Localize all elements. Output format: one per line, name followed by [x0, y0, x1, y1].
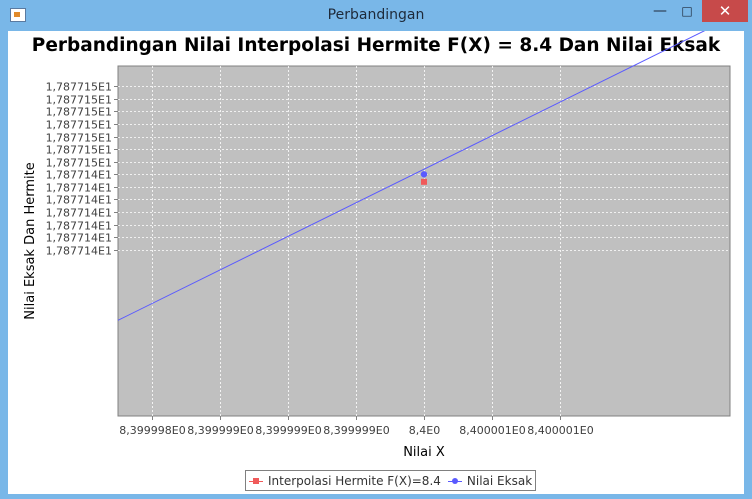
y-tick-label: 1,787714E1 [46, 194, 112, 207]
window-border-right [744, 31, 752, 499]
minimize-button[interactable]: — [653, 3, 667, 19]
x-tick-label: 8,4E0 [409, 424, 440, 437]
window-title: Perbandingan [327, 7, 425, 23]
y-tick-label: 1,787715E1 [46, 132, 112, 145]
legend-item-hermite: Interpolasi Hermite F(X)=8.4 [249, 474, 441, 488]
title-bar[interactable]: Perbandingan — □ ✕ [0, 0, 752, 31]
x-tick-label: 8,399999E0 [323, 424, 389, 437]
close-button[interactable]: ✕ [702, 0, 748, 22]
y-tick-label: 1,787714E1 [46, 169, 112, 182]
y-tick-label: 1,787714E1 [46, 220, 112, 233]
y-tick-label: 1,787714E1 [46, 245, 112, 258]
y-tick-label: 1,787714E1 [46, 232, 112, 245]
chart-panel: Perbandingan Nilai Interpolasi Hermite F… [8, 31, 744, 494]
x-tick-label: 8,400001E0 [527, 424, 593, 437]
y-tick-label: 1,787715E1 [46, 94, 112, 107]
maximize-button[interactable]: □ [681, 4, 693, 18]
y-tick-label: 1,787715E1 [46, 157, 112, 170]
x-tick-label: 8,399999E0 [255, 424, 321, 437]
x-tick-label: 8,399999E0 [187, 424, 253, 437]
y-tick-label: 1,787715E1 [46, 106, 112, 119]
y-tick-label: 1,787714E1 [46, 207, 112, 220]
chart-title: Perbandingan Nilai Interpolasi Hermite F… [31, 35, 721, 56]
chart-legend: Interpolasi Hermite F(X)=8.4 Nilai Eksak [245, 470, 537, 491]
legend-label-exact: Nilai Eksak [466, 473, 533, 488]
x-tick-label: 8,400001E0 [459, 424, 525, 437]
y-tick-label: 1,787715E1 [46, 81, 112, 94]
plot-area [117, 65, 731, 417]
x-axis-label: Nilai X [403, 445, 445, 460]
legend-circle-marker-icon [447, 476, 462, 486]
legend-square-marker-icon [249, 476, 263, 486]
exact-series-line [117, 31, 706, 321]
legend-item-exact: Nilai Eksak [447, 473, 533, 488]
y-axis-label: Nilai Eksak Dan Hermite [23, 162, 38, 319]
hermite-data-point [421, 178, 427, 185]
y-tick-label: 1,787715E1 [46, 144, 112, 157]
exact-data-point [420, 171, 428, 178]
y-tick-label: 1,787715E1 [46, 119, 112, 132]
chart-plot: 1,787715E11,787715E11,787715E11,787715E1… [23, 31, 731, 460]
legend-label-hermite: Interpolasi Hermite F(X)=8.4 [268, 473, 441, 488]
x-tick-label: 8,399998E0 [119, 424, 185, 437]
y-tick-label: 1,787714E1 [46, 182, 112, 195]
java-app-icon[interactable] [10, 8, 26, 22]
